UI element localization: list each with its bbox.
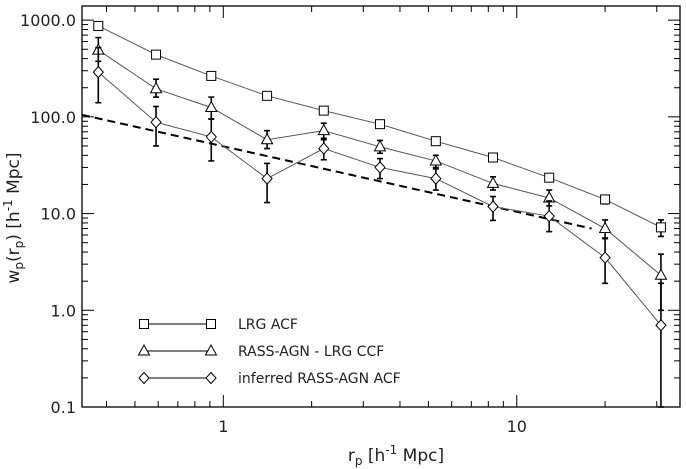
legend-label: RASS-AGN - LRG CCF xyxy=(238,344,384,360)
data-point-triangle xyxy=(317,123,331,136)
x-axis-label: rp [h-1 Mpc] xyxy=(348,443,444,468)
data-point-diamond xyxy=(92,65,104,79)
legend-marker-diamond xyxy=(205,371,217,385)
legend-label: LRG ACF xyxy=(238,317,298,333)
legend-marker-triangle xyxy=(137,343,151,356)
legend-marker-triangle xyxy=(204,343,218,356)
data-point-square xyxy=(375,119,386,130)
data-point-square xyxy=(430,136,441,147)
legend-marker-diamond xyxy=(138,371,150,385)
series-triangle xyxy=(91,36,668,312)
data-point-diamond xyxy=(599,251,611,264)
axis-ticks: 1 10 0.1 1.0 10.0 100.0 1000.0 xyxy=(20,6,680,436)
data-point-triangle xyxy=(373,139,387,152)
series-diamond xyxy=(92,46,667,408)
legend-item: LRG ACF xyxy=(139,317,298,333)
series-line xyxy=(97,71,662,326)
data-point-triangle xyxy=(149,81,163,94)
data-point-triangle xyxy=(429,153,443,166)
y-tick-label: 10.0 xyxy=(40,205,76,224)
data-point-square xyxy=(655,222,666,233)
data-point-square xyxy=(488,152,499,163)
reference-dashed-line xyxy=(81,113,592,230)
data-point-square xyxy=(318,105,329,116)
data-point-diamond xyxy=(261,172,273,185)
reference-line-layer xyxy=(81,113,592,230)
plot-frame xyxy=(81,5,681,408)
legend: LRG ACF RASS-AGN - LRG CCF inferred RASS-A… xyxy=(137,317,401,387)
y-tick-label: 100.0 xyxy=(30,108,76,127)
x-tick-label: 1 xyxy=(218,417,228,436)
data-point-triangle xyxy=(598,221,612,234)
data-point-triangle xyxy=(654,268,668,280)
series-layer xyxy=(91,20,668,408)
y-tick-label: 1000.0 xyxy=(20,11,76,30)
data-point-diamond xyxy=(487,200,499,213)
legend-item: RASS-AGN - LRG CCF xyxy=(137,343,384,360)
legend-marker-square xyxy=(139,319,149,329)
legend-item: inferred RASS-AGN ACF xyxy=(138,371,401,387)
series-square xyxy=(93,20,666,238)
data-point-square xyxy=(93,20,104,31)
x-tick-label: 10 xyxy=(507,417,527,436)
data-point-triangle xyxy=(204,100,218,112)
data-point-diamond xyxy=(430,172,442,185)
data-point-diamond xyxy=(655,319,667,332)
data-point-diamond xyxy=(150,115,162,129)
y-tick-label: 1.0 xyxy=(51,301,76,320)
data-point-triangle xyxy=(260,132,274,145)
data-point-square xyxy=(600,194,611,205)
y-tick-label: 0.1 xyxy=(51,398,76,417)
data-point-diamond xyxy=(543,209,555,223)
data-point-diamond xyxy=(205,130,217,144)
data-point-square xyxy=(151,49,162,60)
data-point-diamond xyxy=(318,142,330,155)
data-point-square xyxy=(544,172,555,183)
data-point-square xyxy=(206,70,217,81)
data-point-diamond xyxy=(374,161,386,174)
legend-marker-square xyxy=(206,319,216,329)
legend-label: inferred RASS-AGN ACF xyxy=(238,371,401,387)
data-point-triangle xyxy=(486,176,500,188)
data-point-square xyxy=(262,90,273,101)
y-axis-label: wp(rp) [h-1 Mpc] xyxy=(1,152,26,283)
